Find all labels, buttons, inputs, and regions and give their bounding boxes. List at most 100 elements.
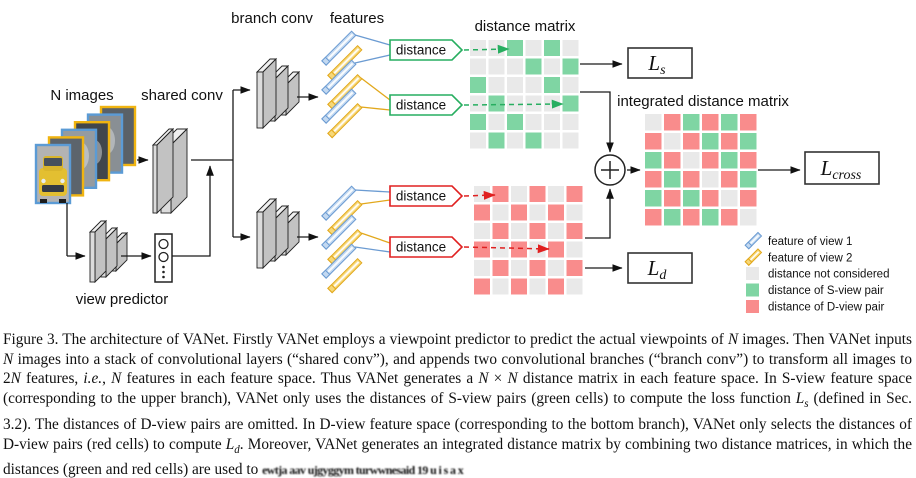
matrix-cell xyxy=(721,114,738,131)
legend-swatch-red xyxy=(746,300,759,313)
matrix-cell xyxy=(525,40,542,56)
matrix-cell xyxy=(645,209,662,226)
matrix-cell xyxy=(683,133,700,150)
matrix-cell xyxy=(548,186,564,202)
s-view-distance-matrix xyxy=(470,40,579,149)
matrix-cell xyxy=(470,40,486,56)
matrix-cell xyxy=(664,133,681,150)
conv-slab xyxy=(89,231,96,283)
matrix-cell xyxy=(548,204,564,221)
matrix-cell xyxy=(474,223,490,239)
matrix-cell xyxy=(529,204,546,221)
conv-slab xyxy=(94,219,107,284)
distance-box-d2: distance xyxy=(389,236,464,258)
label-distance-matrix: distance matrix xyxy=(475,18,576,35)
matrix-cell xyxy=(488,40,505,56)
matrix-cell xyxy=(488,114,505,130)
matrix-cell xyxy=(548,278,564,295)
matrix-cell xyxy=(470,114,486,130)
label-branch-conv: branch conv xyxy=(231,10,313,27)
matrix-cell xyxy=(702,114,719,131)
matrix-cell xyxy=(511,260,527,276)
caption-segment: features, xyxy=(20,370,84,388)
caption-segment: images. Then VANet inputs xyxy=(738,331,912,348)
matrix-cell xyxy=(721,152,738,169)
caption-segment: N xyxy=(727,331,739,348)
matrix-cell xyxy=(548,241,564,258)
legend-swatch-gray xyxy=(746,267,759,280)
sum-node xyxy=(594,154,626,186)
loss-box-ld: Ld xyxy=(627,252,693,284)
caption-segment: × xyxy=(488,370,508,388)
matrix-cell xyxy=(664,171,681,188)
distance-box-s1: distance xyxy=(389,39,464,61)
caption-segment: L xyxy=(795,390,805,408)
caption-segment: N xyxy=(10,370,21,388)
caption-segment: Figure 3. The architecture of VANet. Fir… xyxy=(3,331,728,348)
svg-text:Ld: Ld xyxy=(647,256,668,283)
caption-segment: N xyxy=(507,370,518,388)
matrix-cell xyxy=(645,171,662,188)
matrix-cell xyxy=(529,260,546,276)
matrix-cell xyxy=(529,278,546,295)
matrix-cell xyxy=(562,114,579,130)
caption-segment: , xyxy=(102,370,112,388)
matrix-cell xyxy=(683,171,700,188)
feature-bar-view2 xyxy=(327,199,363,236)
integrated-distance-matrix xyxy=(645,114,757,226)
matrix-cell xyxy=(566,223,583,239)
matrix-cell xyxy=(740,190,757,207)
matrix-cell xyxy=(544,132,560,149)
matrix-cell xyxy=(507,132,523,149)
caption-segment: N xyxy=(111,370,122,388)
matrix-cell xyxy=(507,114,523,130)
matrix-cell xyxy=(529,186,546,202)
matrix-cell xyxy=(492,186,509,202)
matrix-cell xyxy=(470,95,486,112)
matrix-cell xyxy=(507,40,523,56)
matrix-cell xyxy=(740,152,757,169)
matrix-cell xyxy=(740,171,757,188)
matrix-cell xyxy=(492,204,509,221)
matrix-cell xyxy=(488,77,505,93)
distance-box-s2: distance xyxy=(389,94,464,116)
matrix-cell xyxy=(562,58,579,75)
matrix-cell xyxy=(566,260,583,276)
d-view-distance-matrix xyxy=(474,186,583,295)
vanet-architecture-figure: branch conv features distance matrix N i… xyxy=(34,10,889,314)
matrix-cell xyxy=(474,204,490,221)
legend-swatch-green xyxy=(746,283,759,297)
matrix-cell xyxy=(529,223,546,239)
matrix-cell xyxy=(740,133,757,150)
shared-conv-stack xyxy=(151,127,189,215)
caption-segment: ewtja aav ujgyggym turwwnesaid 19 u i s … xyxy=(262,463,464,478)
distance-label: distance xyxy=(396,240,446,255)
matrix-cell xyxy=(544,114,560,130)
matrix-cell xyxy=(470,58,486,75)
matrix-cell xyxy=(664,152,681,169)
matrix-cell xyxy=(511,241,527,258)
matrix-cell xyxy=(645,190,662,207)
legend-label-view1: feature of view 1 xyxy=(768,236,852,248)
matrix-cell xyxy=(721,133,738,150)
matrix-cell xyxy=(470,77,486,93)
conv-slab xyxy=(256,71,264,129)
feature-bar-view1 xyxy=(321,88,357,124)
matrix-cell xyxy=(566,278,583,295)
caption-segment: (defined in Sec. 3.2). The distances of … xyxy=(3,390,913,453)
matrix-cell xyxy=(474,260,490,276)
feature-bar-view1 xyxy=(321,59,357,95)
svg-text:Ls: Ls xyxy=(647,51,666,78)
label-integrated-distance-matrix: integrated distance matrix xyxy=(617,93,789,110)
label-n-images: N images xyxy=(50,87,113,104)
caption-segment: s xyxy=(804,398,809,411)
matrix-cell xyxy=(683,152,700,169)
matrix-cell xyxy=(566,204,583,221)
matrix-cell xyxy=(525,114,542,130)
distance-label: distance xyxy=(396,189,446,204)
feature-bar-view1 xyxy=(321,30,357,66)
conv-slab xyxy=(152,144,158,214)
matrix-cell xyxy=(492,223,509,239)
matrix-cell xyxy=(683,114,700,131)
matrix-cell xyxy=(645,114,662,131)
